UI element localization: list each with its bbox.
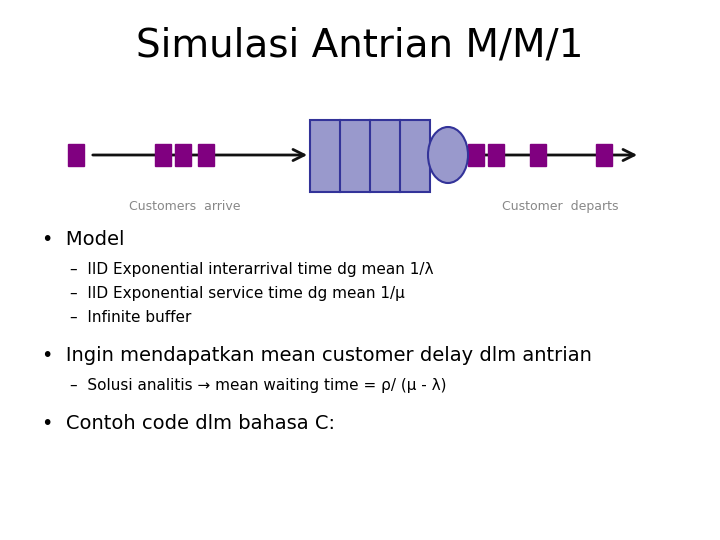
- Text: Simulasi Antrian M/M/1: Simulasi Antrian M/M/1: [136, 26, 584, 64]
- Text: •  Contoh code dlm bahasa C:: • Contoh code dlm bahasa C:: [42, 414, 335, 433]
- Text: –  IID Exponential interarrival time dg mean 1/λ: – IID Exponential interarrival time dg m…: [70, 262, 433, 277]
- Bar: [68, 144, 84, 166]
- Text: Customers  arrive: Customers arrive: [130, 200, 240, 213]
- Bar: [310, 120, 430, 192]
- Bar: [468, 144, 484, 166]
- Bar: [530, 144, 546, 166]
- Ellipse shape: [428, 127, 468, 183]
- Text: –  Solusi analitis → mean waiting time = ρ/ (μ - λ): – Solusi analitis → mean waiting time = …: [70, 378, 446, 393]
- Bar: [596, 144, 612, 166]
- Bar: [198, 144, 214, 166]
- Text: •  Model: • Model: [42, 230, 125, 249]
- Text: –  IID Exponential service time dg mean 1/μ: – IID Exponential service time dg mean 1…: [70, 286, 405, 301]
- Text: •  Ingin mendapatkan mean customer delay dlm antrian: • Ingin mendapatkan mean customer delay …: [42, 346, 592, 365]
- Bar: [488, 144, 504, 166]
- Bar: [175, 144, 191, 166]
- Bar: [155, 144, 171, 166]
- Text: –  Infinite buffer: – Infinite buffer: [70, 310, 192, 325]
- Text: Customer  departs: Customer departs: [502, 200, 618, 213]
